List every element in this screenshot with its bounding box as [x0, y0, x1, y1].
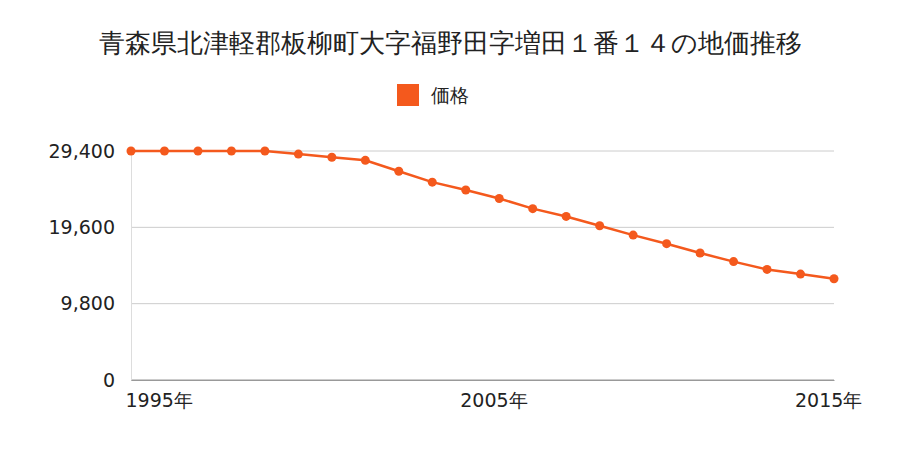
legend: 価格 [397, 84, 469, 106]
point [127, 147, 136, 156]
y-tick: 0 [103, 369, 131, 391]
x-tick: 1995年 [126, 380, 193, 411]
point [528, 204, 537, 213]
point [595, 221, 604, 230]
x-axis: 1995年 2005年 2015年 [126, 380, 863, 411]
point [495, 194, 504, 203]
point [562, 212, 571, 221]
y-axis-line [131, 152, 132, 381]
y-tick: 19,600 [49, 216, 131, 238]
title: 青森県北津軽郡板柳町大字福野田字増田１番１４の地価推移 [99, 28, 802, 58]
point [428, 178, 437, 187]
x-tick-label: 2015年 [795, 389, 862, 411]
x-axis-line [132, 380, 835, 381]
point [629, 231, 638, 240]
x-tick-label: 2005年 [460, 389, 527, 411]
chart: 青森県北津軽郡板柳町大字福野田字増田１番１４の地価推移 0 9,800 19,600 2… [0, 0, 900, 450]
point [294, 150, 303, 159]
point [461, 185, 470, 194]
grid-line [131, 380, 834, 381]
y-tick-label: 19,600 [49, 216, 115, 238]
point [160, 147, 169, 156]
line [131, 151, 834, 279]
y-tick: 9,800 [61, 292, 131, 314]
point [763, 265, 772, 274]
point [729, 257, 738, 266]
point [193, 147, 202, 156]
x-tick: 2015年 [795, 380, 862, 411]
point [227, 147, 236, 156]
point [696, 249, 705, 258]
x-tick: 2005年 [460, 380, 527, 411]
y-tick-label: 0 [103, 369, 115, 391]
grid [131, 151, 834, 380]
point [796, 270, 805, 279]
point [327, 153, 336, 162]
point [361, 156, 370, 165]
legend-label: 価格 [431, 84, 469, 106]
legend-swatch [397, 84, 419, 106]
y-tick: 29,400 [49, 140, 131, 162]
point [662, 239, 671, 248]
point [830, 274, 839, 283]
point [260, 147, 269, 156]
y-tick-label: 29,400 [49, 140, 115, 162]
point [394, 167, 403, 176]
grid-line [131, 227, 834, 228]
marks [127, 147, 839, 284]
points [127, 147, 839, 284]
x-tick-label: 1995年 [126, 389, 193, 411]
y-tick-label: 9,800 [61, 292, 115, 314]
grid-line [131, 303, 834, 304]
y-axis: 0 9,800 19,600 29,400 [49, 140, 132, 391]
plot: 0 9,800 19,600 29,400 1995年 2005年 2015年 [49, 140, 863, 412]
